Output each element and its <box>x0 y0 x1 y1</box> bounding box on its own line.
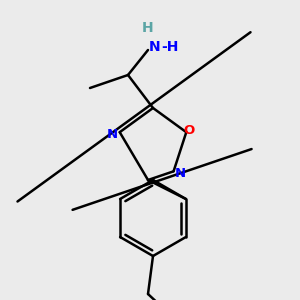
Text: -H: -H <box>161 40 179 54</box>
Text: N: N <box>175 167 186 180</box>
Text: N: N <box>149 40 161 54</box>
Text: O: O <box>184 124 195 137</box>
Text: N: N <box>107 128 118 141</box>
Text: H: H <box>142 21 154 35</box>
